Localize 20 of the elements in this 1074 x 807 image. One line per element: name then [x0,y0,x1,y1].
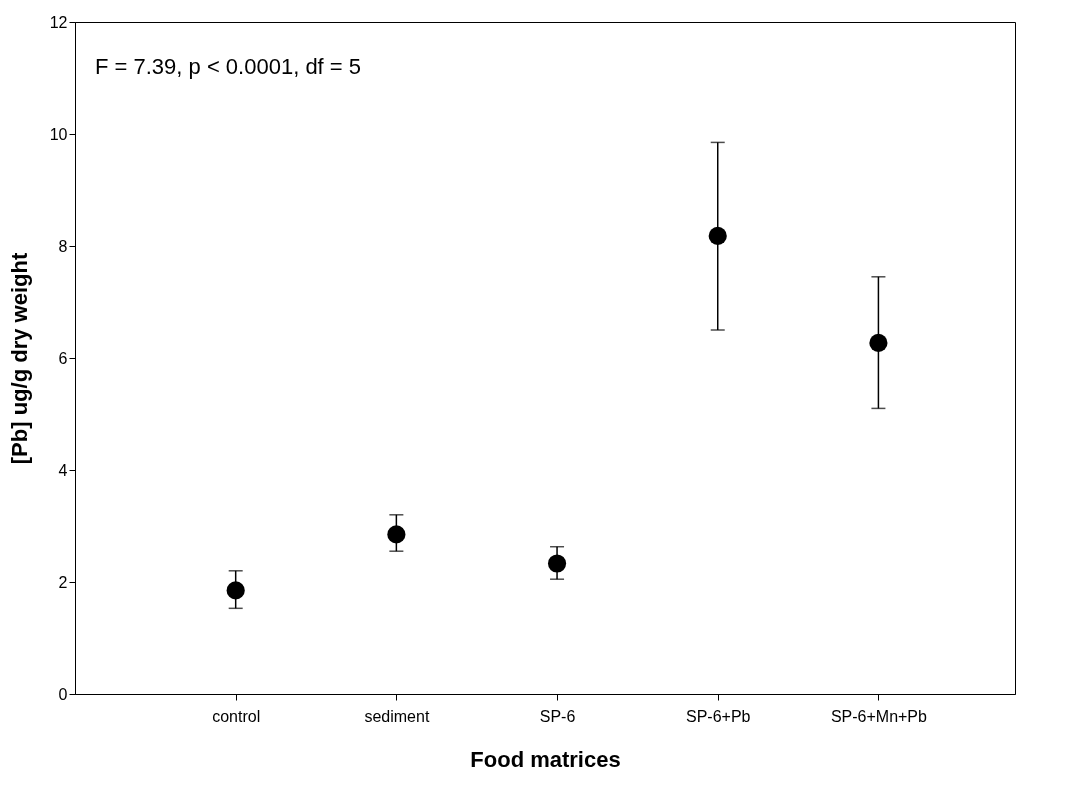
y-tick-label: 10 [49,125,68,143]
y-tick-label: 8 [58,237,68,255]
point [869,333,888,352]
point [226,581,245,600]
point [547,554,567,573]
x-axis-title: Food matrices [470,746,621,772]
x-tick-label: SP-6+Pb [685,707,751,725]
y-tick-label: 4 [58,461,68,479]
point [708,226,727,245]
y-tick-label: 2 [58,573,68,591]
x-tick-label: SP-6+Mn+Pb [830,707,928,725]
y-tick-label: 0 [58,685,68,703]
x-tick-label: control [212,707,261,725]
x-tick-label: SP-6 [539,707,576,725]
y-tick-label: 12 [49,13,68,31]
y-tick-label: 6 [58,349,68,367]
annotation: F = 7.39, p < 0.0001, df = 5 [95,54,362,79]
point [387,525,406,544]
x-tick-label: sediment [364,707,430,725]
y-axis-title: [Pb] ug/g dry weight [6,252,32,465]
